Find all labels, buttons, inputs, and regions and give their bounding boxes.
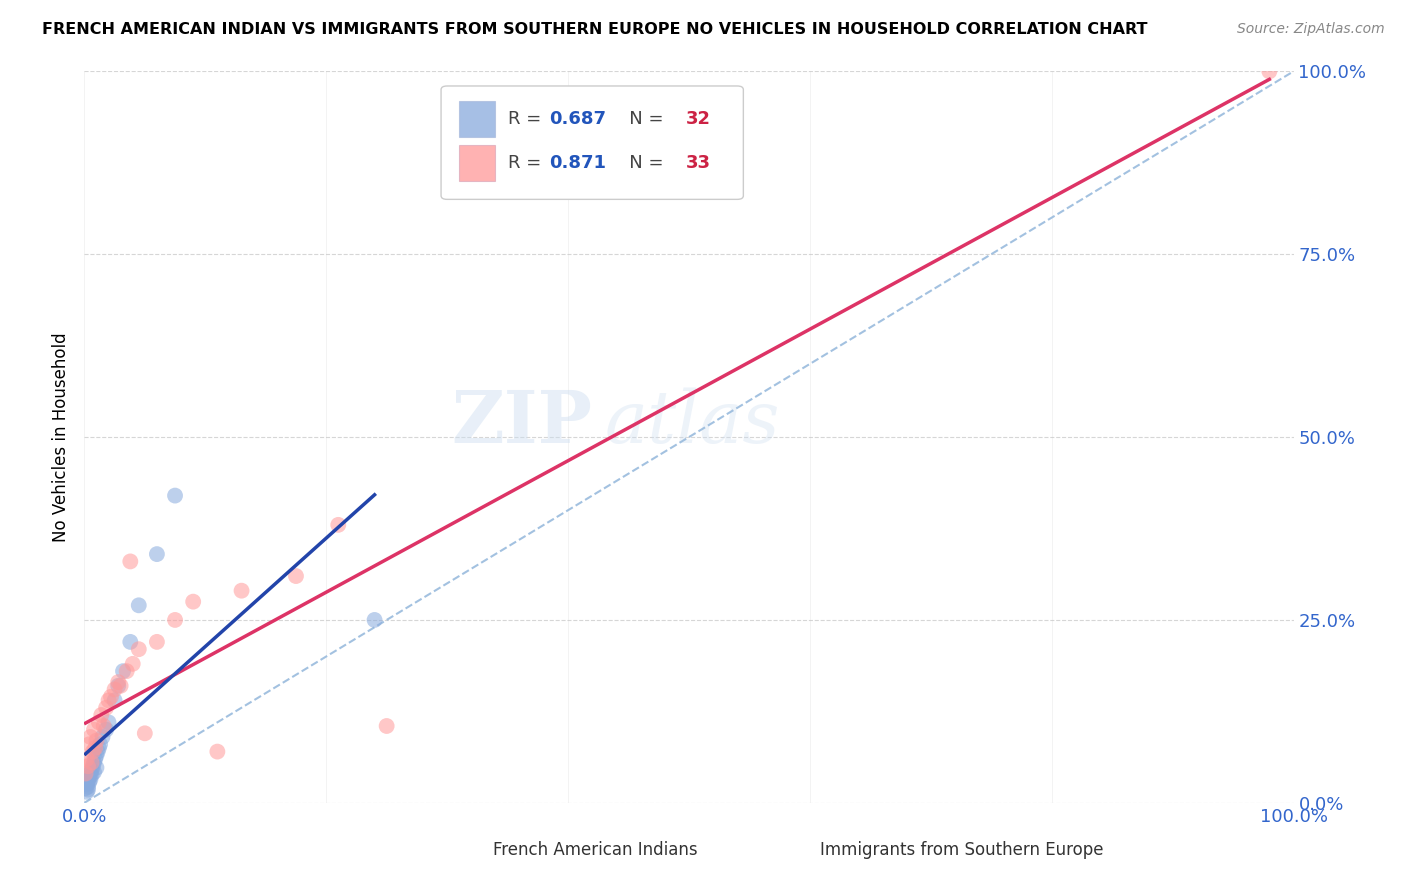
- Point: [93, 719, 115, 733]
- Text: Immigrants from Southern Europe: Immigrants from Southern Europe: [820, 841, 1104, 859]
- Point: [76, 752, 98, 766]
- Text: French American Indians: French American Indians: [494, 841, 697, 859]
- Point: [91, 730, 114, 744]
- Point: [77, 737, 100, 751]
- Point: [84, 740, 107, 755]
- Point: [165, 613, 187, 627]
- FancyBboxPatch shape: [453, 839, 486, 862]
- FancyBboxPatch shape: [441, 86, 744, 200]
- Point: [128, 642, 150, 657]
- Point: [75, 781, 97, 796]
- Point: [97, 693, 120, 707]
- Point: [79, 766, 101, 780]
- Point: [77, 782, 100, 797]
- Point: [181, 594, 204, 608]
- Point: [77, 759, 100, 773]
- Text: Source: ZipAtlas.com: Source: ZipAtlas.com: [1237, 22, 1385, 37]
- Text: N =: N =: [612, 153, 669, 172]
- Text: R =: R =: [508, 153, 547, 172]
- FancyBboxPatch shape: [460, 145, 495, 181]
- Text: 33: 33: [685, 153, 710, 172]
- Point: [80, 756, 103, 770]
- Point: [1258, 64, 1281, 78]
- Point: [107, 679, 129, 693]
- Point: [80, 763, 103, 777]
- Point: [128, 599, 150, 613]
- Text: N =: N =: [612, 110, 669, 128]
- Point: [83, 756, 105, 770]
- Point: [83, 765, 105, 780]
- Point: [284, 569, 308, 583]
- Point: [86, 733, 108, 747]
- Point: [207, 745, 229, 759]
- Point: [104, 693, 127, 707]
- Y-axis label: No Vehicles in Household: No Vehicles in Household: [52, 332, 70, 542]
- Text: atlas: atlas: [605, 387, 780, 458]
- Point: [79, 772, 101, 787]
- Point: [104, 682, 127, 697]
- Point: [146, 635, 169, 649]
- Text: 32: 32: [685, 110, 710, 128]
- Point: [134, 726, 156, 740]
- Point: [76, 778, 98, 792]
- Point: [83, 723, 105, 737]
- Point: [86, 748, 108, 763]
- Point: [82, 745, 104, 759]
- Point: [87, 740, 110, 755]
- Point: [77, 773, 100, 788]
- Point: [94, 723, 117, 737]
- Point: [75, 766, 97, 780]
- Point: [112, 664, 135, 678]
- Point: [120, 635, 142, 649]
- Point: [328, 517, 350, 532]
- Point: [97, 715, 120, 730]
- Point: [94, 700, 117, 714]
- Point: [107, 675, 129, 690]
- FancyBboxPatch shape: [780, 839, 814, 862]
- Point: [375, 719, 398, 733]
- Point: [231, 583, 253, 598]
- Point: [90, 708, 112, 723]
- Point: [363, 613, 385, 627]
- Point: [76, 785, 98, 799]
- Point: [86, 761, 108, 775]
- Point: [146, 547, 169, 561]
- Point: [165, 489, 187, 503]
- Point: [77, 775, 100, 789]
- Point: [79, 730, 101, 744]
- Text: ZIP: ZIP: [451, 387, 592, 458]
- Point: [110, 679, 132, 693]
- Text: 0.687: 0.687: [548, 110, 606, 128]
- FancyBboxPatch shape: [460, 101, 495, 137]
- Point: [115, 664, 138, 678]
- Point: [120, 554, 142, 568]
- Point: [77, 770, 100, 784]
- Point: [84, 752, 107, 766]
- Point: [89, 737, 111, 751]
- Text: FRENCH AMERICAN INDIAN VS IMMIGRANTS FROM SOUTHERN EUROPE NO VEHICLES IN HOUSEHO: FRENCH AMERICAN INDIAN VS IMMIGRANTS FRO…: [42, 22, 1147, 37]
- Point: [82, 759, 104, 773]
- Text: R =: R =: [508, 110, 547, 128]
- Point: [121, 657, 143, 671]
- Point: [87, 715, 110, 730]
- Text: 0.871: 0.871: [548, 153, 606, 172]
- Point: [86, 745, 108, 759]
- Point: [80, 768, 103, 782]
- Point: [77, 780, 100, 794]
- Point: [100, 690, 122, 704]
